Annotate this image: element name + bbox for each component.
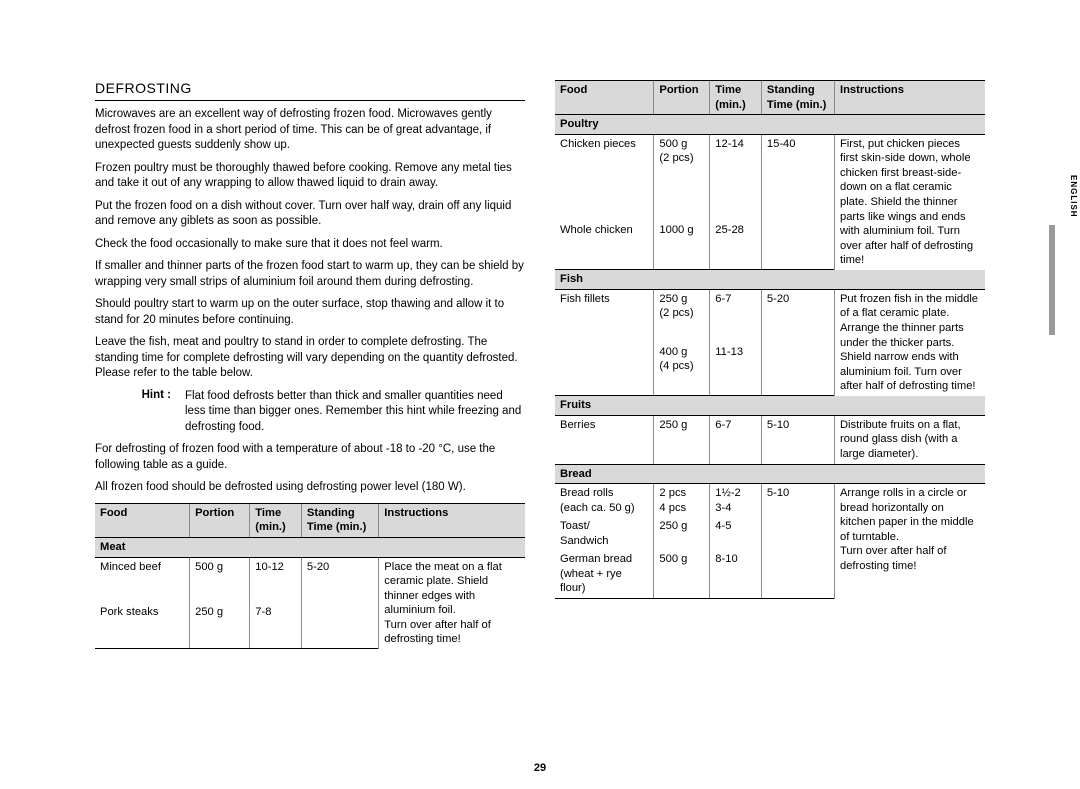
hint-label: Hint : (95, 389, 185, 436)
cell-standing (301, 603, 378, 649)
cell-time: 6-7 (710, 415, 762, 464)
body-paragraph: Frozen poultry must be thoroughly thawed… (95, 161, 525, 192)
cell-portion: 250 g (654, 517, 710, 550)
body-paragraph: Put the frozen food on a dish without co… (95, 199, 525, 230)
cell-time: 4-5 (710, 517, 762, 550)
col-instructions: Instructions (834, 81, 985, 115)
category-fish: Fish (555, 270, 985, 290)
cell-standing: 5-20 (301, 557, 378, 603)
left-column: DEFROSTING Microwaves are an excellent w… (95, 80, 525, 759)
cell-standing: 5-10 (761, 484, 834, 518)
col-food: Food (95, 503, 190, 537)
col-standing: Standing Time (min.) (761, 81, 834, 115)
cell-food: Berries (555, 415, 654, 464)
cell-instructions: Distribute fruits on a flat, round glass… (834, 415, 985, 464)
cell-portion: 250 g (654, 415, 710, 464)
cell-portion: 400 g (4 pcs) (654, 343, 710, 396)
side-indicator-bar (1049, 225, 1055, 335)
cell-food: Bread rolls (each ca. 50 g) (555, 484, 654, 518)
cell-standing: 5-10 (761, 415, 834, 464)
cell-portion: 250 g (2 pcs) (654, 289, 710, 342)
cell-time: 12-14 (710, 134, 762, 221)
category-meat: Meat (95, 537, 525, 557)
defrost-table-meat: Food Portion Time (min.) Standing Time (… (95, 503, 525, 650)
col-instructions: Instructions (379, 503, 525, 537)
cell-food: German bread (wheat + rye flour) (555, 550, 654, 598)
language-tab: ENGLISH (1069, 175, 1078, 218)
body-paragraph: Should poultry start to warm up on the o… (95, 297, 525, 328)
cell-instructions: Put frozen fish in the middle of a flat … (834, 289, 985, 395)
col-portion: Portion (190, 503, 250, 537)
cell-food: Whole chicken (555, 221, 654, 270)
cell-time: 11-13 (710, 343, 762, 396)
body-paragraph: All frozen food should be defrosted usin… (95, 480, 525, 496)
cell-portion: 500 g (654, 550, 710, 598)
cell-standing (761, 343, 834, 396)
col-portion: Portion (654, 81, 710, 115)
col-time: Time (min.) (250, 503, 302, 537)
col-food: Food (555, 81, 654, 115)
category-fruits: Fruits (555, 396, 985, 416)
cell-instructions: Place the meat on a flat ceramic plate. … (379, 557, 525, 649)
cell-standing (761, 517, 834, 550)
cell-time: 7-8 (250, 603, 302, 649)
cell-standing (761, 221, 834, 270)
page-content: DEFROSTING Microwaves are an excellent w… (95, 80, 985, 759)
cell-standing: 5-20 (761, 289, 834, 342)
defrost-table-rest: Food Portion Time (min.) Standing Time (… (555, 80, 985, 599)
cell-standing (761, 550, 834, 598)
cell-portion: 250 g (190, 603, 250, 649)
category-bread: Bread (555, 464, 985, 484)
cell-food (555, 343, 654, 396)
col-standing: Standing Time (min.) (301, 503, 378, 537)
cell-standing: 15-40 (761, 134, 834, 221)
section-title: DEFROSTING (95, 80, 525, 101)
cell-food: Pork steaks (95, 603, 190, 649)
cell-time: 25-28 (710, 221, 762, 270)
cell-food: Minced beef (95, 557, 190, 603)
body-paragraph: If smaller and thinner parts of the froz… (95, 259, 525, 290)
cell-food: Fish fillets (555, 289, 654, 342)
right-column: Food Portion Time (min.) Standing Time (… (555, 80, 985, 759)
cell-food: Chicken pieces (555, 134, 654, 221)
body-paragraph: Microwaves are an excellent way of defro… (95, 107, 525, 154)
cell-portion: 500 g (190, 557, 250, 603)
body-paragraph: Check the food occasionally to make sure… (95, 237, 525, 253)
col-time: Time (min.) (710, 81, 762, 115)
cell-food: Toast/ Sandwich (555, 517, 654, 550)
cell-time: 6-7 (710, 289, 762, 342)
body-paragraph: Leave the fish, meat and poultry to stan… (95, 335, 525, 382)
hint-text: Flat food defrosts better than thick and… (185, 389, 525, 436)
page-number: 29 (0, 762, 1080, 774)
cell-instructions: Arrange rolls in a circle or bread horiz… (834, 484, 985, 599)
cell-time: 8-10 (710, 550, 762, 598)
cell-portion: 2 pcs 4 pcs (654, 484, 710, 518)
cell-time: 10-12 (250, 557, 302, 603)
cell-time: 1½-2 3-4 (710, 484, 762, 518)
cell-portion: 1000 g (654, 221, 710, 270)
cell-instructions: First, put chicken pieces first skin-sid… (834, 134, 985, 270)
body-paragraph: For defrosting of frozen food with a tem… (95, 442, 525, 473)
category-poultry: Poultry (555, 115, 985, 135)
hint-block: Hint : Flat food defrosts better than th… (95, 389, 525, 436)
cell-portion: 500 g (2 pcs) (654, 134, 710, 221)
